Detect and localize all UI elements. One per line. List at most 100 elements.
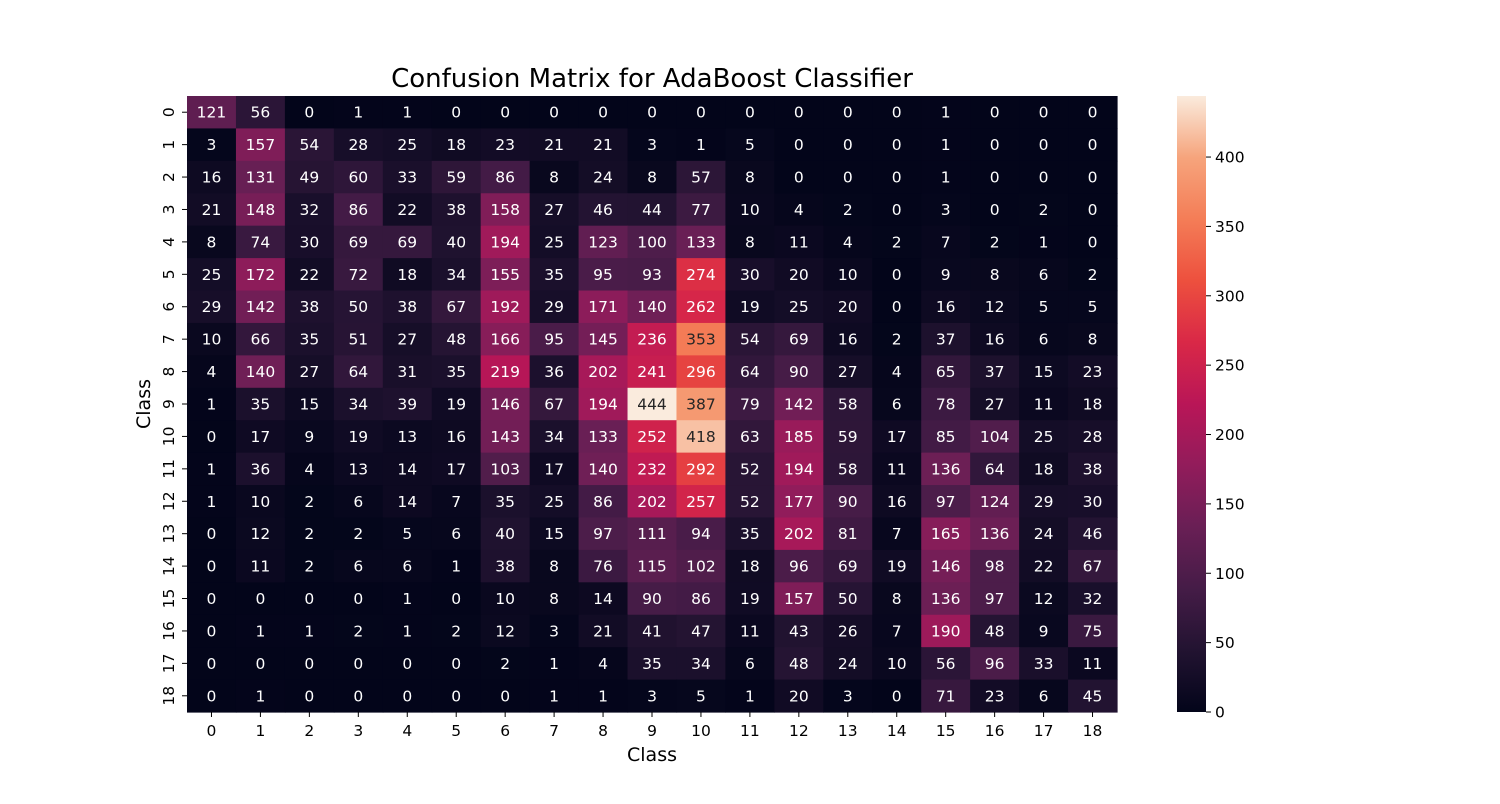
heatmap-cell bbox=[970, 193, 1020, 227]
heatmap-cell bbox=[1019, 193, 1069, 227]
heatmap-cell bbox=[676, 128, 727, 162]
heatmap-cell bbox=[970, 452, 1020, 486]
heatmap-cell bbox=[333, 258, 384, 292]
cell-value-label: 6 bbox=[353, 493, 363, 511]
cell-value-label: 262 bbox=[686, 298, 716, 316]
cell-value-label: 23 bbox=[985, 687, 1005, 705]
cell-value-label: 0 bbox=[402, 687, 412, 705]
heatmap-cell bbox=[823, 387, 873, 421]
cell-value-label: 24 bbox=[593, 169, 613, 187]
heatmap-cell bbox=[1068, 322, 1118, 356]
cell-value-label: 8 bbox=[1088, 331, 1098, 349]
heatmap-cell bbox=[235, 452, 286, 486]
heatmap-cell bbox=[235, 225, 286, 259]
heatmap-cell bbox=[921, 225, 971, 259]
cell-value-label: 194 bbox=[588, 396, 618, 414]
heatmap-cell bbox=[431, 614, 482, 648]
heatmap-cell bbox=[921, 517, 971, 551]
cell-value-label: 19 bbox=[887, 558, 907, 576]
cell-value-label: 85 bbox=[936, 428, 956, 446]
heatmap-cell bbox=[284, 193, 335, 227]
cell-value-label: 21 bbox=[593, 622, 613, 640]
heatmap-cell bbox=[578, 193, 629, 227]
heatmap-cell bbox=[774, 452, 824, 486]
heatmap-cell bbox=[578, 614, 629, 648]
heatmap-cell bbox=[578, 420, 629, 454]
heatmap-cell bbox=[921, 355, 971, 389]
heatmap-cell bbox=[774, 96, 824, 130]
heatmap-cell bbox=[774, 387, 824, 421]
cell-value-label: 4 bbox=[207, 363, 217, 381]
heatmap-cell bbox=[480, 290, 531, 324]
cell-value-label: 0 bbox=[990, 169, 1000, 187]
heatmap-cell bbox=[480, 517, 531, 551]
cell-value-label: 1 bbox=[1039, 233, 1049, 251]
x-tick-label: 8 bbox=[598, 722, 608, 740]
cell-value-label: 5 bbox=[696, 687, 706, 705]
cell-value-label: 49 bbox=[300, 169, 320, 187]
y-tick-label: 13 bbox=[160, 524, 178, 544]
heatmap-cell bbox=[284, 420, 335, 454]
cell-value-label: 35 bbox=[544, 266, 564, 284]
heatmap-cell bbox=[921, 549, 971, 583]
heatmap-cell bbox=[676, 96, 727, 130]
cell-value-label: 38 bbox=[1083, 460, 1103, 478]
heatmap-cell bbox=[1019, 452, 1069, 486]
y-tick-label: 15 bbox=[160, 589, 178, 609]
cell-value-label: 3 bbox=[549, 622, 559, 640]
cell-value-label: 0 bbox=[207, 525, 217, 543]
heatmap-cell bbox=[1019, 128, 1069, 162]
heatmap-cell bbox=[480, 355, 531, 389]
heatmap-cell bbox=[676, 258, 727, 292]
colorbar-tick-label: 350 bbox=[1215, 218, 1245, 236]
heatmap-cell bbox=[529, 452, 580, 486]
heatmap-cell bbox=[725, 225, 775, 259]
heatmap-cell bbox=[187, 614, 237, 648]
heatmap-cell bbox=[676, 517, 727, 551]
heatmap-cell bbox=[823, 193, 873, 227]
y-tick-label: 6 bbox=[160, 302, 178, 312]
heatmap-cell bbox=[578, 290, 629, 324]
heatmap-cell bbox=[382, 679, 433, 713]
cell-value-label: 145 bbox=[588, 331, 618, 349]
cell-value-label: 8 bbox=[745, 169, 755, 187]
cell-value-label: 142 bbox=[246, 298, 276, 316]
cell-value-label: 2 bbox=[1088, 266, 1098, 284]
cell-value-label: 9 bbox=[304, 428, 314, 446]
heatmap-cell bbox=[1068, 160, 1118, 194]
heatmap-cell bbox=[725, 193, 775, 227]
cell-value-label: 21 bbox=[544, 136, 564, 154]
heatmap-cell bbox=[725, 549, 775, 583]
heatmap-cell bbox=[578, 387, 629, 421]
heatmap-cell bbox=[1019, 290, 1069, 324]
cell-value-label: 1 bbox=[255, 687, 265, 705]
y-tick-label: 1 bbox=[160, 140, 178, 150]
heatmap-cell bbox=[627, 647, 678, 681]
heatmap-cell bbox=[333, 582, 384, 616]
heatmap-cell bbox=[529, 160, 580, 194]
heatmap-cell bbox=[235, 485, 286, 519]
heatmap-cell bbox=[1068, 225, 1118, 259]
heatmap-cell bbox=[921, 614, 971, 648]
cell-value-label: 4 bbox=[304, 460, 314, 478]
heatmap-cell bbox=[823, 160, 873, 194]
cell-value-label: 15 bbox=[300, 396, 320, 414]
cell-value-label: 97 bbox=[985, 590, 1005, 608]
cell-value-label: 11 bbox=[887, 460, 907, 478]
heatmap-cell bbox=[480, 614, 531, 648]
heatmap-cells bbox=[187, 96, 1118, 713]
heatmap-cell bbox=[382, 614, 433, 648]
heatmap-cell bbox=[921, 679, 971, 713]
cell-value-label: 6 bbox=[745, 655, 755, 673]
cell-value-label: 0 bbox=[892, 201, 902, 219]
heatmap-cell bbox=[480, 679, 531, 713]
cell-value-label: 4 bbox=[794, 201, 804, 219]
heatmap-cell bbox=[774, 160, 824, 194]
cell-value-label: 10 bbox=[251, 493, 271, 511]
heatmap-cell bbox=[431, 452, 482, 486]
cell-value-label: 16 bbox=[985, 331, 1005, 349]
heatmap-cell bbox=[284, 647, 335, 681]
heatmap-cell bbox=[725, 420, 775, 454]
cell-value-label: 0 bbox=[1088, 169, 1098, 187]
cell-value-label: 236 bbox=[637, 331, 667, 349]
